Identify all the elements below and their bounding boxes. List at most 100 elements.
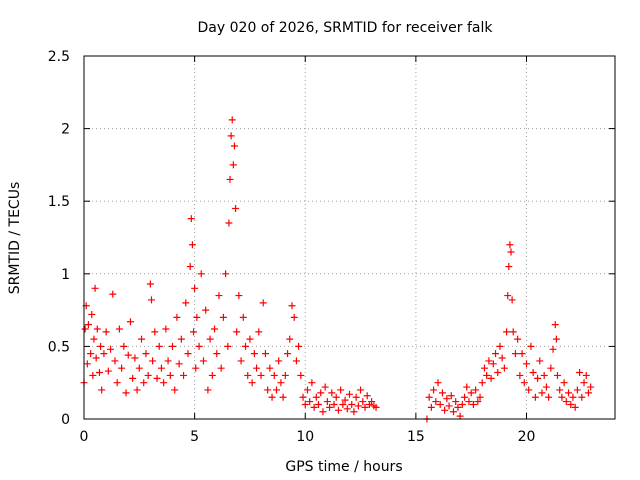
data-point	[142, 350, 150, 358]
data-point	[97, 342, 105, 350]
data-point	[257, 371, 265, 379]
data-point	[118, 364, 126, 372]
data-point	[467, 389, 475, 397]
data-point	[472, 386, 480, 394]
data-point	[211, 325, 219, 333]
plot-frame	[83, 55, 616, 420]
data-point	[339, 400, 347, 408]
data-point	[281, 371, 289, 379]
data-point	[98, 386, 106, 394]
data-point	[83, 360, 91, 368]
data-point	[321, 383, 329, 391]
chart-title: Day 020 of 2026, SRMTID for receiver fal…	[198, 20, 494, 36]
data-point	[264, 386, 272, 394]
data-point	[149, 357, 157, 365]
data-point	[87, 350, 95, 358]
data-point	[465, 398, 473, 406]
data-point	[372, 403, 380, 411]
data-point	[558, 393, 566, 401]
data-point	[162, 325, 170, 333]
data-point	[312, 393, 320, 401]
data-point	[237, 357, 245, 365]
data-point	[443, 395, 451, 403]
data-point	[571, 403, 579, 411]
data-point	[286, 335, 294, 343]
data-point	[89, 371, 97, 379]
data-point	[445, 402, 453, 410]
data-point	[197, 270, 205, 278]
data-point	[551, 321, 559, 329]
data-point	[204, 386, 212, 394]
data-point	[81, 325, 89, 333]
data-point	[317, 389, 325, 397]
data-point	[229, 161, 237, 169]
data-point	[359, 398, 367, 406]
data-point	[126, 318, 134, 326]
data-point	[523, 360, 530, 368]
data-point	[195, 342, 203, 350]
data-point	[449, 408, 457, 416]
data-point	[343, 405, 351, 413]
data-point	[562, 398, 570, 406]
data-point	[233, 328, 241, 336]
data-point	[531, 393, 539, 401]
data-point	[272, 386, 280, 394]
data-point	[576, 369, 584, 377]
data-point	[292, 357, 300, 365]
data-point	[478, 379, 486, 387]
data-point	[505, 263, 513, 271]
data-point	[350, 408, 358, 416]
data-point	[140, 379, 148, 387]
data-point	[452, 398, 460, 406]
data-point	[438, 389, 446, 397]
data-point	[93, 325, 101, 333]
data-point	[284, 350, 292, 358]
data-point	[155, 342, 163, 350]
data-point	[480, 364, 488, 372]
data-point	[230, 142, 238, 150]
data-point	[518, 350, 526, 358]
data-point	[565, 389, 573, 397]
y-tick-label: 1.5	[48, 194, 70, 210]
data-point	[447, 392, 455, 400]
data-point	[153, 374, 161, 382]
data-point	[508, 296, 516, 304]
data-point	[352, 393, 360, 401]
data-point	[228, 116, 236, 124]
data-point	[582, 371, 590, 379]
data-point	[341, 396, 349, 404]
data-point	[277, 379, 285, 387]
data-point	[525, 386, 533, 394]
data-point	[288, 302, 296, 310]
y-tick-label: 2.5	[48, 49, 70, 65]
data-point	[239, 313, 247, 321]
data-point	[319, 408, 327, 416]
data-point	[458, 400, 466, 408]
data-point	[115, 325, 123, 333]
y-tick-label: 1	[61, 267, 70, 283]
data-point	[503, 328, 511, 336]
data-point	[217, 364, 225, 372]
data-point	[436, 400, 444, 408]
data-point	[354, 402, 362, 410]
data-point	[166, 371, 174, 379]
data-point	[511, 350, 519, 358]
data-point	[580, 379, 588, 387]
data-point	[107, 345, 115, 353]
y-tick-label: 2	[61, 122, 70, 138]
data-point	[315, 400, 323, 408]
data-point	[527, 342, 535, 350]
data-point	[474, 398, 482, 406]
data-point	[290, 313, 298, 321]
data-point	[173, 313, 181, 321]
data-point	[206, 335, 214, 343]
data-point	[303, 386, 311, 394]
data-point	[146, 280, 154, 288]
data-point	[326, 403, 334, 411]
data-point	[184, 350, 192, 358]
data-point	[219, 313, 227, 321]
data-point	[259, 299, 267, 307]
data-point	[330, 400, 338, 408]
data-point	[111, 357, 119, 365]
data-point	[553, 371, 561, 379]
